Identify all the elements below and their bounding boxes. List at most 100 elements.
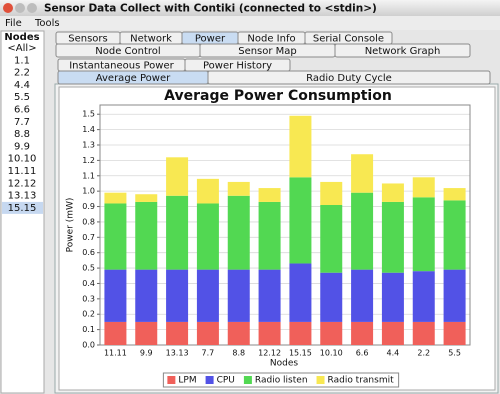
tab-label[interactable]: Serial Console	[313, 34, 384, 45]
y-tick-label: 1.2	[82, 156, 95, 165]
x-tick-label: 8.8	[232, 349, 245, 358]
node-item[interactable]: 10.10	[8, 154, 37, 165]
x-tick-label: 2.2	[417, 349, 430, 358]
legend-label: LPM	[178, 376, 196, 386]
tab-label[interactable]: Sensors	[68, 34, 108, 45]
legend-swatch	[205, 376, 214, 384]
tab-label[interactable]: Network	[130, 34, 172, 45]
bar-segment	[166, 157, 189, 196]
x-tick-label: 13.13	[166, 349, 189, 358]
bar-segment	[258, 321, 281, 345]
node-item[interactable]: 8.8	[14, 129, 30, 140]
tab-label[interactable]: Average Power	[96, 73, 171, 84]
minimize-button[interactable]	[15, 3, 25, 13]
node-item[interactable]: 9.9	[14, 141, 30, 152]
y-tick-label: 1.4	[82, 125, 95, 134]
tab-label[interactable]: Network Graph	[365, 46, 441, 57]
bar-segment	[381, 201, 404, 273]
bar-segment	[258, 201, 281, 270]
y-tick-label: 0.3	[82, 294, 95, 303]
chart-title: Average Power Consumption	[164, 88, 392, 104]
x-tick-label: 15.15	[289, 349, 312, 358]
tab-label[interactable]: Power History	[203, 61, 272, 72]
bar-segment	[104, 192, 127, 204]
legend-swatch	[167, 376, 176, 384]
legend-swatch	[316, 376, 325, 384]
tab-label[interactable]: Instantaneous Power	[69, 61, 174, 72]
x-tick-label: 10.10	[320, 349, 343, 358]
bar-segment	[351, 192, 374, 270]
x-tick-label: 12.12	[258, 349, 281, 358]
bar-segment	[381, 272, 404, 322]
x-tick-label: 9.9	[140, 349, 153, 358]
bar-segment	[289, 115, 312, 178]
legend-swatch	[243, 376, 252, 384]
node-item[interactable]: 5.5	[14, 92, 30, 103]
x-tick-label: 7.7	[202, 349, 215, 358]
node-item[interactable]: 11.11	[8, 166, 37, 177]
bar-segment	[135, 194, 158, 202]
bar-segment	[104, 203, 127, 270]
node-item[interactable]: 1.1	[14, 55, 30, 66]
bar-segment	[135, 269, 158, 322]
bar-segment	[412, 177, 435, 198]
title-bar	[0, 0, 500, 16]
selected-highlight	[2, 201, 43, 214]
bar-segment	[443, 269, 466, 322]
y-axis-label: Power (mW)	[66, 198, 76, 253]
maximize-button[interactable]	[27, 3, 37, 13]
tab-label[interactable]: Node Info	[247, 34, 295, 45]
node-item[interactable]: 15.15	[8, 203, 37, 214]
y-tick-label: 1.3	[82, 141, 95, 150]
node-item[interactable]: 12.12	[8, 178, 37, 189]
bar-segment	[196, 178, 219, 204]
bar-segment	[227, 195, 250, 270]
tab-label[interactable]: Radio Duty Cycle	[306, 73, 392, 84]
node-item[interactable]: 4.4	[14, 80, 30, 91]
bar-segment	[443, 200, 466, 270]
node-item[interactable]: 13.13	[8, 191, 37, 202]
plot-frame	[99, 104, 471, 346]
bar-segment	[412, 321, 435, 345]
bar-segment	[351, 321, 374, 345]
bar-segment	[320, 321, 343, 345]
menu-item[interactable]: File	[5, 18, 22, 29]
legend-label: Radio listen	[255, 376, 308, 386]
node-item[interactable]: 2.2	[14, 68, 30, 79]
bar-segment	[227, 181, 250, 196]
node-item[interactable]: 6.6	[14, 105, 30, 116]
bar-segment	[320, 181, 343, 205]
bar-segment	[166, 195, 189, 270]
x-tick-label: 6.6	[356, 349, 369, 358]
y-tick-label: 1.0	[82, 187, 95, 196]
x-tick-label: 5.5	[448, 349, 461, 358]
legend-box	[162, 372, 400, 388]
menu-item[interactable]: Tools	[34, 18, 60, 29]
tab-label[interactable]: Sensor Map	[238, 46, 297, 57]
x-axis-label: Nodes	[270, 359, 298, 369]
y-tick-label: 0.7	[82, 233, 95, 242]
tab[interactable]	[334, 43, 471, 58]
bar-segment	[381, 183, 404, 202]
bar-segment	[258, 269, 281, 322]
bar-segment	[443, 188, 466, 201]
y-tick-label: 0.9	[82, 202, 95, 211]
y-tick-label: 0.6	[82, 248, 95, 257]
bar-segment	[412, 271, 435, 322]
bar-segment	[196, 321, 219, 345]
tab-label[interactable]: Power	[195, 34, 226, 45]
bar-segment	[104, 321, 127, 345]
bar-segment	[351, 269, 374, 322]
bar-segment	[196, 269, 219, 322]
tab-label[interactable]: Node Control	[95, 46, 160, 57]
bar-segment	[381, 321, 404, 345]
node-item[interactable]: <All>	[7, 43, 36, 54]
y-tick-label: 1.5	[82, 110, 95, 119]
legend-label: Radio transmit	[328, 376, 395, 386]
tab[interactable]	[207, 70, 491, 85]
node-item[interactable]: 7.7	[14, 117, 30, 128]
legend-label: CPU	[217, 376, 235, 386]
bar-segment	[289, 177, 312, 264]
close-button[interactable]	[3, 3, 13, 13]
y-tick-label: 0.5	[82, 264, 95, 273]
